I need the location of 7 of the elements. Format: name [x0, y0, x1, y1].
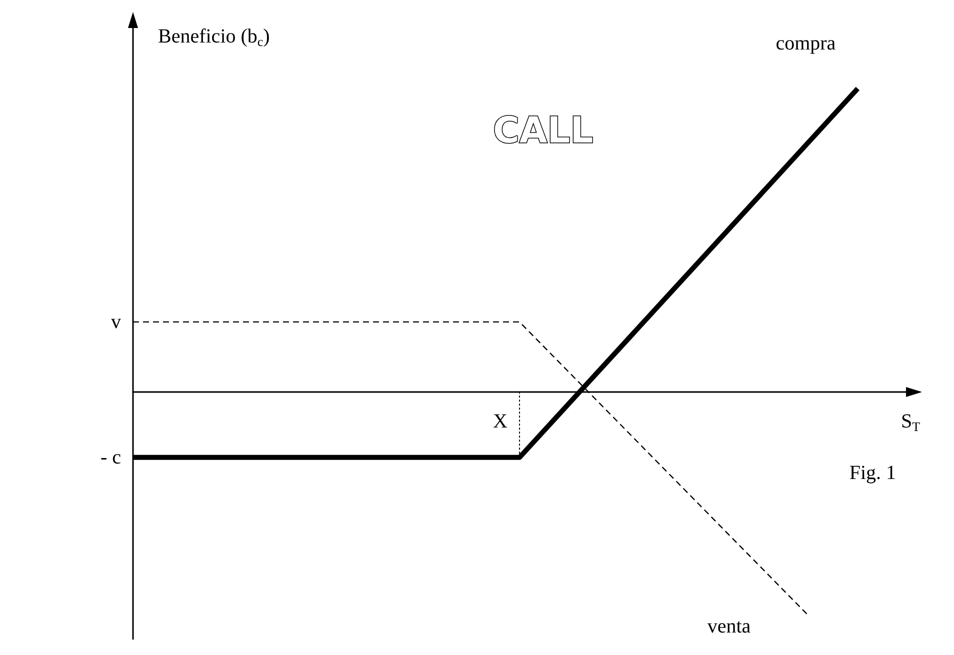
annotation: X — [493, 410, 508, 433]
text: v — [111, 310, 121, 333]
annotation: Fig. 1 — [849, 462, 896, 484]
text: compra — [776, 32, 836, 55]
text: CALL — [493, 110, 594, 152]
text: - c — [100, 446, 122, 468]
text: venta — [707, 616, 751, 638]
